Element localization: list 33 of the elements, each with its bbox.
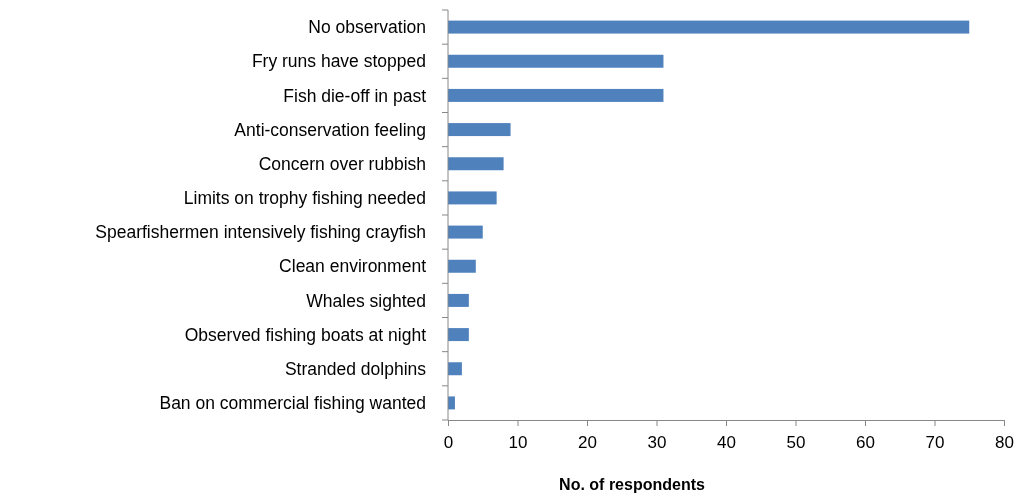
y-tick-label: Fish die-off in past: [283, 85, 427, 106]
bar: [448, 259, 476, 273]
y-tick-label: Observed fishing boats at night: [184, 324, 427, 345]
x-axis-title: No. of respondents: [559, 476, 705, 493]
bar: [448, 293, 469, 307]
x-tick-label: 20: [578, 432, 597, 452]
x-tick-label: 30: [647, 432, 667, 452]
y-tick-label: No observation: [308, 17, 426, 38]
bar: [448, 225, 483, 239]
bar: [448, 157, 504, 171]
y-tick-label: Fry runs have stopped: [251, 51, 426, 72]
x-tick-label: 70: [925, 432, 945, 452]
y-tick-label: Anti-conservation feeling: [234, 119, 426, 140]
x-tick-label: 0: [443, 432, 454, 452]
bar: [448, 362, 462, 376]
x-tick-label: 60: [856, 432, 875, 452]
bar: [448, 123, 511, 137]
y-tick-label: Concern over rubbish: [258, 153, 426, 174]
x-tick-label: 40: [717, 432, 736, 452]
bar: [448, 328, 469, 342]
y-tick-label: Clean environment: [279, 256, 427, 277]
y-tick-label: Whales sighted: [306, 290, 426, 311]
bar: [448, 88, 664, 102]
bar: [448, 191, 497, 205]
x-tick-label: 50: [786, 432, 806, 452]
bar: [448, 20, 970, 34]
y-tick-label: Stranded dolphins: [284, 358, 427, 379]
x-tick-label: 80: [995, 432, 1014, 452]
y-tick-label: Limits on trophy fishing needed: [183, 188, 426, 209]
y-tick-label: Ban on commercial fishing wanted: [159, 393, 426, 414]
y-tick-label: Spearfishermen intensively fishing crayfish: [95, 222, 426, 243]
bar: [448, 54, 664, 68]
x-tick-label: 10: [508, 432, 528, 452]
